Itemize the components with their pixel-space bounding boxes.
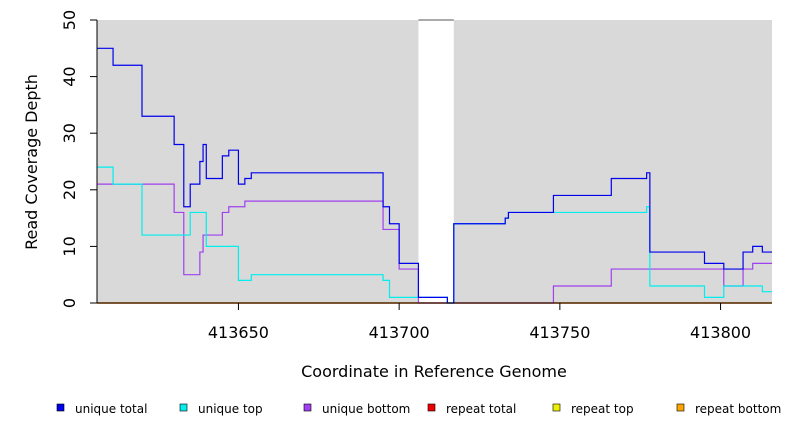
legend-label-repeat-bottom: repeat bottom: [695, 402, 781, 416]
plot-background-right: [453, 20, 772, 303]
legend-swatch-unique-bottom: [303, 403, 312, 412]
x-tick-label: 413700: [369, 323, 430, 342]
y-tick-label: 30: [60, 123, 79, 143]
legend-label-unique-bottom: unique bottom: [322, 402, 410, 416]
y-tick-label: 50: [60, 10, 79, 30]
legend-label-unique-top: unique top: [198, 402, 263, 416]
x-tick-label: 413750: [529, 323, 590, 342]
y-tick-label: 10: [60, 236, 79, 256]
legend-label-repeat-total: repeat total: [446, 402, 516, 416]
x-tick-label: 413650: [208, 323, 269, 342]
series-line-unique-bottom: [97, 183, 772, 304]
series-line-unique-total: [97, 47, 772, 304]
legend-swatch-repeat-top: [552, 403, 561, 412]
x-axis-title: Coordinate in Reference Genome: [301, 362, 567, 381]
legend-swatch-repeat-total: [427, 403, 436, 412]
legend-swatch-repeat-bottom: [676, 403, 685, 412]
y-tick-label: 40: [60, 66, 79, 86]
y-axis-title: Read Coverage Depth: [22, 74, 41, 250]
y-tick-label: 20: [60, 180, 79, 200]
legend-label-repeat-top: repeat top: [571, 402, 634, 416]
legend-swatch-unique-total: [56, 403, 65, 412]
plot-background-left: [97, 20, 419, 303]
x-tick-label: 413800: [690, 323, 751, 342]
legend-label-unique-total: unique total: [75, 402, 147, 416]
legend-swatch-unique-top: [179, 403, 188, 412]
y-tick-label: 0: [60, 298, 79, 308]
